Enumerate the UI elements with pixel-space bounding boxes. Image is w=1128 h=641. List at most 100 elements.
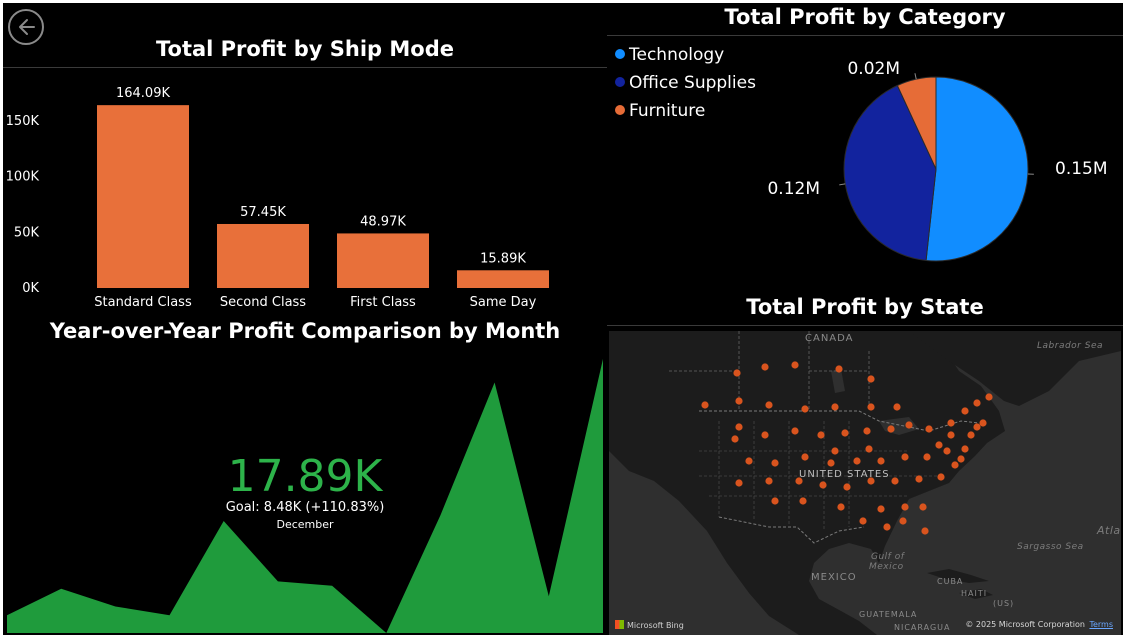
state-marker (935, 441, 943, 449)
ship-mode-title: Total Profit by Ship Mode (155, 37, 455, 61)
legend-label: Furniture (629, 101, 706, 121)
legend-item-technology[interactable]: Technology (615, 45, 724, 65)
pie-value-label: 0.15M (1055, 159, 1108, 179)
yoy-title: Year-over-Year Profit Comparison by Mont… (49, 319, 561, 343)
back-button[interactable] (8, 9, 44, 45)
state-marker (947, 419, 955, 427)
map-label-sargasso: Sargasso Sea (1017, 542, 1084, 552)
map-label-usa: UNITED STATES (799, 469, 890, 480)
state-marker (733, 369, 741, 377)
state-marker (819, 481, 827, 489)
x-tick-label: Standard Class (94, 295, 192, 310)
state-marker (859, 517, 867, 525)
ship-mode-bar-chart: 150K 100K 50K 0K 164.09K Standard Class 57.45K… (6, 86, 549, 310)
y-tick-label: 50K (14, 225, 40, 240)
category-panel: Total Profit by Category Technology Offi… (607, 3, 1123, 303)
state-marker (899, 517, 907, 525)
state-marker (791, 361, 799, 369)
state-marker (951, 461, 959, 469)
state-marker (745, 457, 753, 465)
ship-mode-divider (3, 67, 607, 68)
bar-value-label: 48.97K (360, 214, 406, 229)
map-label-atlantic: Atla (1097, 524, 1121, 537)
area-series (7, 358, 603, 633)
legend-label: Technology (629, 45, 725, 65)
map-label-canada: CANADA (805, 333, 854, 344)
state-marker (973, 423, 981, 431)
x-tick-label: Same Day (470, 295, 537, 310)
state-marker (887, 425, 895, 433)
yoy-panel: Year-over-Year Profit Comparison by Mont… (3, 315, 607, 635)
state-marker (867, 477, 875, 485)
x-tick-label: First Class (350, 295, 416, 310)
state-marker (735, 479, 743, 487)
category-pie-chart: 0.15M 0.12M 0.02M (767, 59, 1108, 262)
map-label-labrador: Labrador Sea (1037, 341, 1104, 351)
state-marker (765, 401, 773, 409)
state-marker (735, 423, 743, 431)
bar (337, 233, 429, 288)
pie-value-label: 0.12M (767, 179, 820, 199)
state-title: Total Profit by State (746, 295, 984, 319)
state-marker (761, 431, 769, 439)
state-marker (867, 403, 875, 411)
kpi-value: 17.89K (227, 451, 383, 502)
map-terms-link[interactable]: Terms (1089, 620, 1113, 629)
map-label-cuba: CUBA (937, 577, 964, 586)
state-marker (761, 363, 769, 371)
state-marker (801, 453, 809, 461)
state-marker (925, 425, 933, 433)
legend-dot (615, 77, 625, 87)
state-divider (607, 325, 1123, 326)
map-label-haiti: HAITI (961, 589, 988, 598)
state-marker (905, 421, 913, 429)
pie-value-label: 0.02M (847, 59, 900, 79)
state-marker (883, 523, 891, 531)
state-marker (937, 473, 945, 481)
map-label-nicaragua: NICARAGUA (894, 623, 951, 632)
kpi-period: December (276, 518, 334, 531)
state-marker (765, 477, 773, 485)
state-marker (919, 503, 927, 511)
state-marker (835, 365, 843, 373)
microsoft-logo-icon (615, 620, 624, 629)
state-marker (923, 453, 931, 461)
state-marker (891, 477, 899, 485)
legend-item-office-supplies[interactable]: Office Supplies (615, 73, 756, 93)
map-label-us: (US) (993, 599, 1015, 608)
bar (457, 270, 549, 288)
ship-mode-panel: Total Profit by Ship Mode 150K 100K 50K 0K 1… (3, 3, 607, 315)
map-visual[interactable]: CANADA Labrador Sea UNITED STATES Gulf o… (609, 331, 1121, 635)
state-marker (947, 431, 955, 439)
state-marker (841, 429, 849, 437)
state-marker (921, 527, 929, 535)
map-label-mexico: MEXICO (811, 572, 857, 583)
pie-slice (925, 76, 1029, 262)
x-tick-label: Second Class (220, 295, 306, 310)
state-marker (957, 455, 965, 463)
y-tick-label: 0K (22, 281, 39, 296)
bar (97, 105, 189, 288)
state-markers (701, 361, 993, 535)
bing-label: Microsoft Bing (627, 621, 684, 630)
legend-item-furniture[interactable]: Furniture (615, 101, 705, 121)
state-marker (863, 427, 871, 435)
state-panel: Total Profit by State CANADA (607, 291, 1123, 635)
state-marker (799, 497, 807, 505)
state-marker (853, 457, 861, 465)
y-tick-label: 150K (6, 114, 40, 129)
state-marker (865, 445, 873, 453)
legend-dot (615, 49, 625, 59)
state-marker (817, 431, 825, 439)
state-marker (877, 457, 885, 465)
state-marker (701, 401, 709, 409)
legend-label: Office Supplies (629, 73, 756, 93)
category-title: Total Profit by Category (724, 5, 1006, 29)
state-marker (831, 403, 839, 411)
state-marker (843, 483, 851, 491)
state-marker (831, 447, 839, 455)
state-marker (731, 435, 739, 443)
state-marker (985, 393, 993, 401)
pie-leader-line (839, 183, 846, 186)
bar-value-label: 164.09K (116, 86, 170, 101)
